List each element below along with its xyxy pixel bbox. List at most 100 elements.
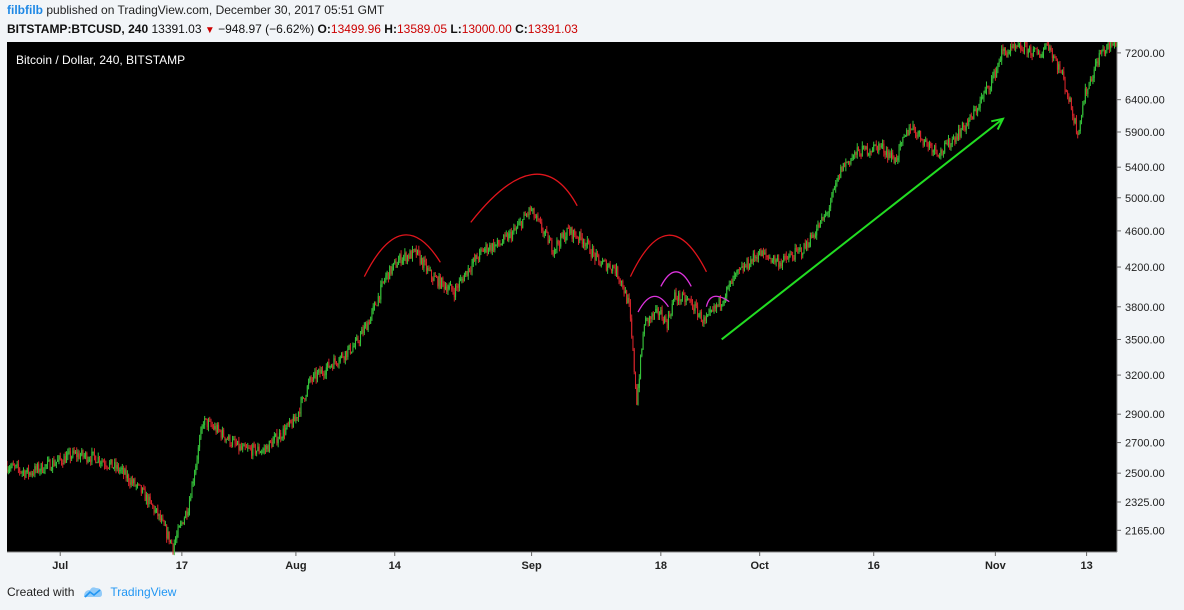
candle-up — [1003, 48, 1005, 52]
candle-up — [1015, 46, 1017, 48]
plot-area[interactable] — [7, 42, 1117, 552]
candle-down — [349, 344, 351, 354]
candle-down — [676, 298, 678, 302]
candle-up — [491, 243, 493, 252]
candle-up — [1113, 42, 1115, 44]
candle-up — [55, 461, 57, 464]
candle-up — [316, 372, 318, 380]
candle-down — [893, 158, 895, 163]
price-chart[interactable]: 7200.00 6400.00 5900.00 5400.00 5000.00 4600.… — [7, 42, 1180, 575]
y-tick-label: 2325.00 — [1125, 497, 1165, 509]
candle-down — [12, 463, 14, 466]
candle-up — [773, 256, 775, 261]
candle-down — [337, 364, 339, 366]
candle-up — [1045, 44, 1047, 46]
candle-down — [244, 444, 246, 448]
candle-up — [826, 213, 828, 215]
candle-down — [144, 489, 146, 502]
candle-down — [804, 243, 806, 249]
trend-arrow-line[interactable] — [721, 117, 1004, 341]
candle-up — [63, 456, 65, 465]
candle-down — [102, 461, 104, 463]
author-name[interactable]: filbfilb — [7, 3, 43, 17]
candle-down — [813, 235, 815, 237]
candle-up — [324, 374, 326, 376]
candle-up — [266, 445, 268, 450]
annotation-arc-red[interactable] — [470, 173, 578, 223]
candle-up — [54, 463, 56, 466]
annotation-arc-magenta[interactable] — [705, 295, 730, 307]
candle-up — [750, 259, 752, 267]
candle-down — [213, 426, 215, 430]
candle-down — [507, 234, 509, 241]
candle-up — [761, 250, 763, 257]
candle-up — [823, 215, 825, 220]
candle-up — [671, 303, 673, 315]
candle-up — [779, 263, 781, 267]
candle-down — [368, 321, 370, 324]
candle-up — [79, 455, 81, 459]
candle-down — [104, 462, 106, 465]
x-tick-label: Aug — [285, 560, 306, 572]
candle-up — [48, 459, 50, 461]
candle-down — [115, 462, 117, 469]
candle-up — [1098, 53, 1100, 65]
candle-down — [153, 506, 155, 513]
candle-up — [982, 97, 984, 99]
candle-up — [202, 425, 204, 427]
candle-up — [43, 471, 45, 473]
candle-up — [783, 256, 785, 262]
x-tick-label: 17 — [176, 560, 188, 572]
candle-down — [439, 275, 441, 288]
candle-up — [91, 451, 93, 462]
ohlc-legend: BITSTAMP:BTCUSD, 240 13391.03 ▼ −948.97 … — [7, 22, 578, 36]
annotation-arc-red[interactable] — [629, 234, 708, 277]
candle-down — [382, 281, 384, 283]
annotation-arc-magenta[interactable] — [660, 271, 692, 287]
tradingview-link[interactable]: TradingView — [110, 585, 177, 599]
candle-down — [1068, 97, 1070, 102]
candle-up — [851, 158, 853, 160]
candle-up — [612, 265, 614, 271]
candle-up — [292, 416, 294, 428]
candle-down — [594, 252, 596, 261]
candle-up — [396, 264, 398, 268]
candle-down — [229, 435, 231, 446]
candle-up — [353, 345, 355, 348]
candle-down — [921, 138, 923, 141]
candle-down — [598, 254, 600, 261]
candle-up — [579, 231, 581, 241]
candle-up — [850, 159, 852, 165]
candle-down — [424, 259, 426, 262]
candle-down — [915, 129, 917, 136]
candle-up — [121, 467, 123, 470]
candle-down — [504, 235, 506, 237]
tradingview-logo-icon[interactable] — [82, 585, 104, 599]
candle-down — [425, 261, 427, 271]
candle-up — [955, 136, 957, 143]
x-tick-label: 18 — [655, 560, 667, 572]
candle-up — [1107, 43, 1109, 46]
price-axis[interactable] — [1117, 42, 1180, 575]
candle-up — [509, 231, 511, 234]
candle-down — [1036, 48, 1038, 54]
candle-up — [947, 138, 949, 146]
candle-up — [318, 369, 320, 373]
candle-down — [437, 277, 439, 287]
candle-down — [1039, 53, 1041, 58]
candle-up — [736, 271, 738, 274]
candle-down — [28, 467, 30, 476]
annotation-arc-red[interactable] — [363, 234, 441, 277]
candle-down — [405, 252, 407, 262]
candle-down — [970, 115, 972, 118]
candle-up — [673, 299, 675, 304]
candle-up — [414, 249, 416, 251]
annotation-arc-magenta[interactable] — [637, 295, 669, 313]
candle-up — [188, 500, 190, 512]
candle-down — [577, 237, 579, 241]
candle-down — [38, 464, 40, 472]
candle-up — [565, 236, 567, 241]
candle-up — [7, 469, 9, 472]
candle-down — [887, 150, 889, 159]
time-axis[interactable] — [7, 552, 1117, 575]
